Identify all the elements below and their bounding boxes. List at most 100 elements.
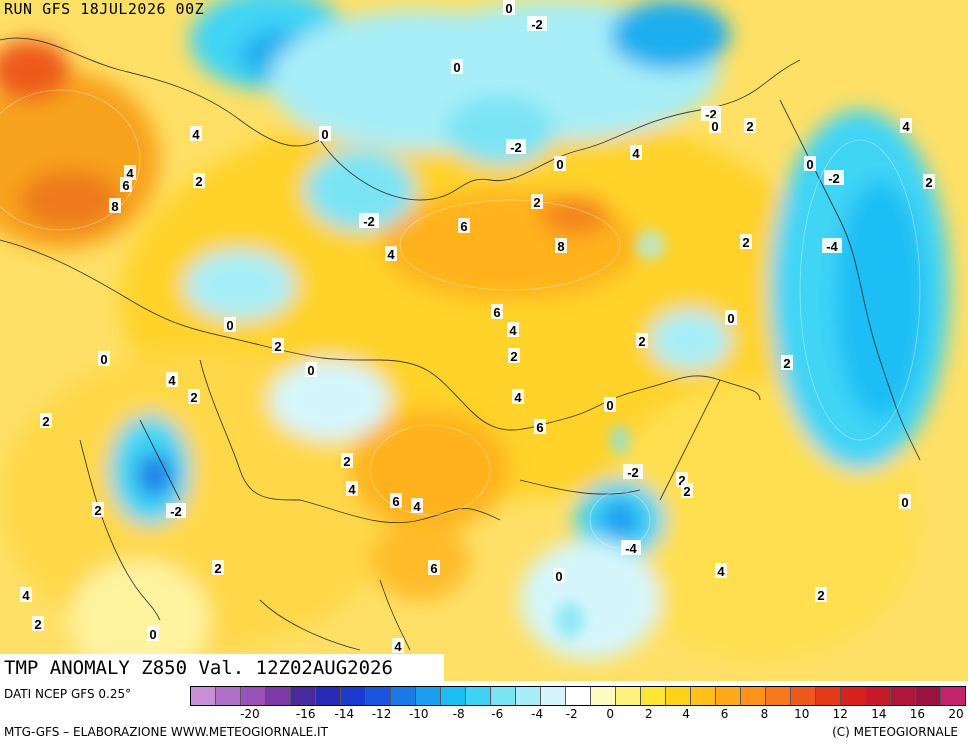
scale-swatch: [816, 687, 841, 705]
scale-swatch: [541, 687, 566, 705]
scale-swatch: [866, 687, 891, 705]
scale-swatch: [341, 687, 366, 705]
scale-swatch: [891, 687, 916, 705]
scale-swatch: [316, 687, 341, 705]
scale-swatch: [366, 687, 391, 705]
scale-tick-label: 20: [948, 707, 964, 721]
isotherm-label: 2: [343, 454, 350, 469]
scale-tick-label: 0: [606, 707, 615, 721]
isotherm-label: 0: [100, 352, 107, 367]
scale-swatch: [616, 687, 641, 705]
isotherm-label: 2: [190, 390, 197, 405]
isotherm-label: 4: [126, 166, 134, 181]
isotherm-label: 4: [413, 499, 421, 514]
isotherm-label: -2: [170, 504, 182, 519]
isotherm-label: 0: [226, 318, 233, 333]
map-title: TMP ANOMALY Z850 Val. 12Z02AUG2026: [0, 654, 444, 682]
isotherm-label: 0: [606, 398, 613, 413]
scale-tick-label: -8: [452, 707, 465, 721]
isotherm-label: 2: [783, 356, 790, 371]
scale-tick-label: 12: [832, 707, 848, 721]
isotherm-label: 2: [34, 617, 41, 632]
isotherm-label: -2: [705, 107, 717, 122]
isotherm-label: 2: [638, 334, 645, 349]
scale-tick-label: 4: [682, 707, 690, 721]
scale-tick-label: -20: [240, 707, 260, 721]
isotherm-label: 4: [509, 323, 517, 338]
scale-tick-label: -10: [408, 707, 429, 721]
isotherm-label: -2: [510, 140, 522, 155]
scale-swatch: [391, 687, 416, 705]
isotherm-label: 4: [348, 482, 356, 497]
isotherm-label: 2: [42, 414, 49, 429]
isotherm-label: 2: [925, 175, 932, 190]
scale-swatch: [566, 687, 591, 705]
scale-swatch: [916, 687, 941, 705]
isotherm-label: 0: [727, 311, 734, 326]
scale-tick-label: -16: [295, 707, 316, 721]
isotherm-label: -4: [826, 239, 838, 254]
scale-swatch: [766, 687, 791, 705]
isotherm-label: 6: [392, 494, 399, 509]
isotherm-label: 0: [505, 1, 512, 16]
isotherm-label: 2: [742, 235, 749, 250]
isotherm-label: 2: [746, 119, 753, 134]
isotherm-label: 4: [717, 564, 725, 579]
scale-swatch: [666, 687, 691, 705]
isotherm-label: 0: [555, 569, 562, 584]
scale-swatch: [941, 687, 965, 705]
scale-swatch: [216, 687, 241, 705]
scale-tick-label: -2: [565, 707, 578, 721]
isotherm-label: 2: [678, 473, 685, 488]
scale-swatch: [641, 687, 666, 705]
isotherm-label: -4: [625, 541, 637, 556]
scale-swatch: [741, 687, 766, 705]
scale-swatch: [241, 687, 266, 705]
isotherm-label: 2: [214, 561, 221, 576]
scale-tick-label: 14: [871, 707, 887, 721]
run-label: RUN GFS 18JUL2026 00Z: [4, 0, 205, 18]
scale-tick-label: -6: [491, 707, 504, 721]
scale-swatch: [266, 687, 291, 705]
isotherm-label: 6: [536, 420, 543, 435]
isotherm-label: 2: [195, 174, 202, 189]
isotherm-label: 6: [460, 219, 467, 234]
scale-tick-label: 10: [794, 707, 810, 721]
isotherm-label: -2: [363, 214, 375, 229]
credit-text: MTG-GFS – ELABORAZIONE WWW.METEOGIORNALE…: [4, 725, 328, 739]
isotherm-label: -2: [627, 465, 639, 480]
isotherm-label: 2: [683, 484, 690, 499]
isotherm-label: 8: [111, 199, 118, 214]
isotherm-label: 0: [556, 157, 563, 172]
scale-swatch: [791, 687, 816, 705]
isotherm-label: 0: [453, 60, 460, 75]
isotherm-label: 4: [387, 247, 395, 262]
scale-tick-label: 8: [760, 707, 769, 721]
isotherm-label: 2: [510, 349, 517, 364]
scale-swatch: [466, 687, 491, 705]
isotherm-label: 2: [274, 339, 281, 354]
isotherm-label: 6: [493, 305, 500, 320]
isotherm-label: 6: [430, 561, 437, 576]
isotherm-label: 6: [122, 178, 129, 193]
scale-swatch: [441, 687, 466, 705]
scale-ticks: -20 -16 -14 -12 -10 -8 -6 -4 -2 0 2 4 6 8 10 12 14 16 20: [190, 707, 966, 725]
isotherm-label: 4: [902, 119, 910, 134]
scale-swatch: [691, 687, 716, 705]
isotherm-label: -2: [531, 17, 543, 32]
isotherm-label: 0: [307, 363, 314, 378]
isotherm-label: -2: [828, 171, 840, 186]
scale-swatch: [191, 687, 216, 705]
scale-tick-label: -14: [334, 707, 355, 721]
scale-swatch: [291, 687, 316, 705]
isotherm-label: 0: [149, 627, 156, 642]
isotherm-label: 0: [321, 127, 328, 142]
isotherm-label: 4: [168, 373, 176, 388]
isotherm-label: 8: [557, 239, 564, 254]
isotherm-label: 4: [192, 127, 200, 142]
scale-tick-label: -12: [371, 707, 392, 721]
scale-tick-label: 16: [909, 707, 926, 721]
isotherm-label: 2: [533, 195, 540, 210]
legend: DATI NCEP GFS 0.25° -20 -16 -14 -12 -10 -8 -6-…: [0, 682, 968, 745]
